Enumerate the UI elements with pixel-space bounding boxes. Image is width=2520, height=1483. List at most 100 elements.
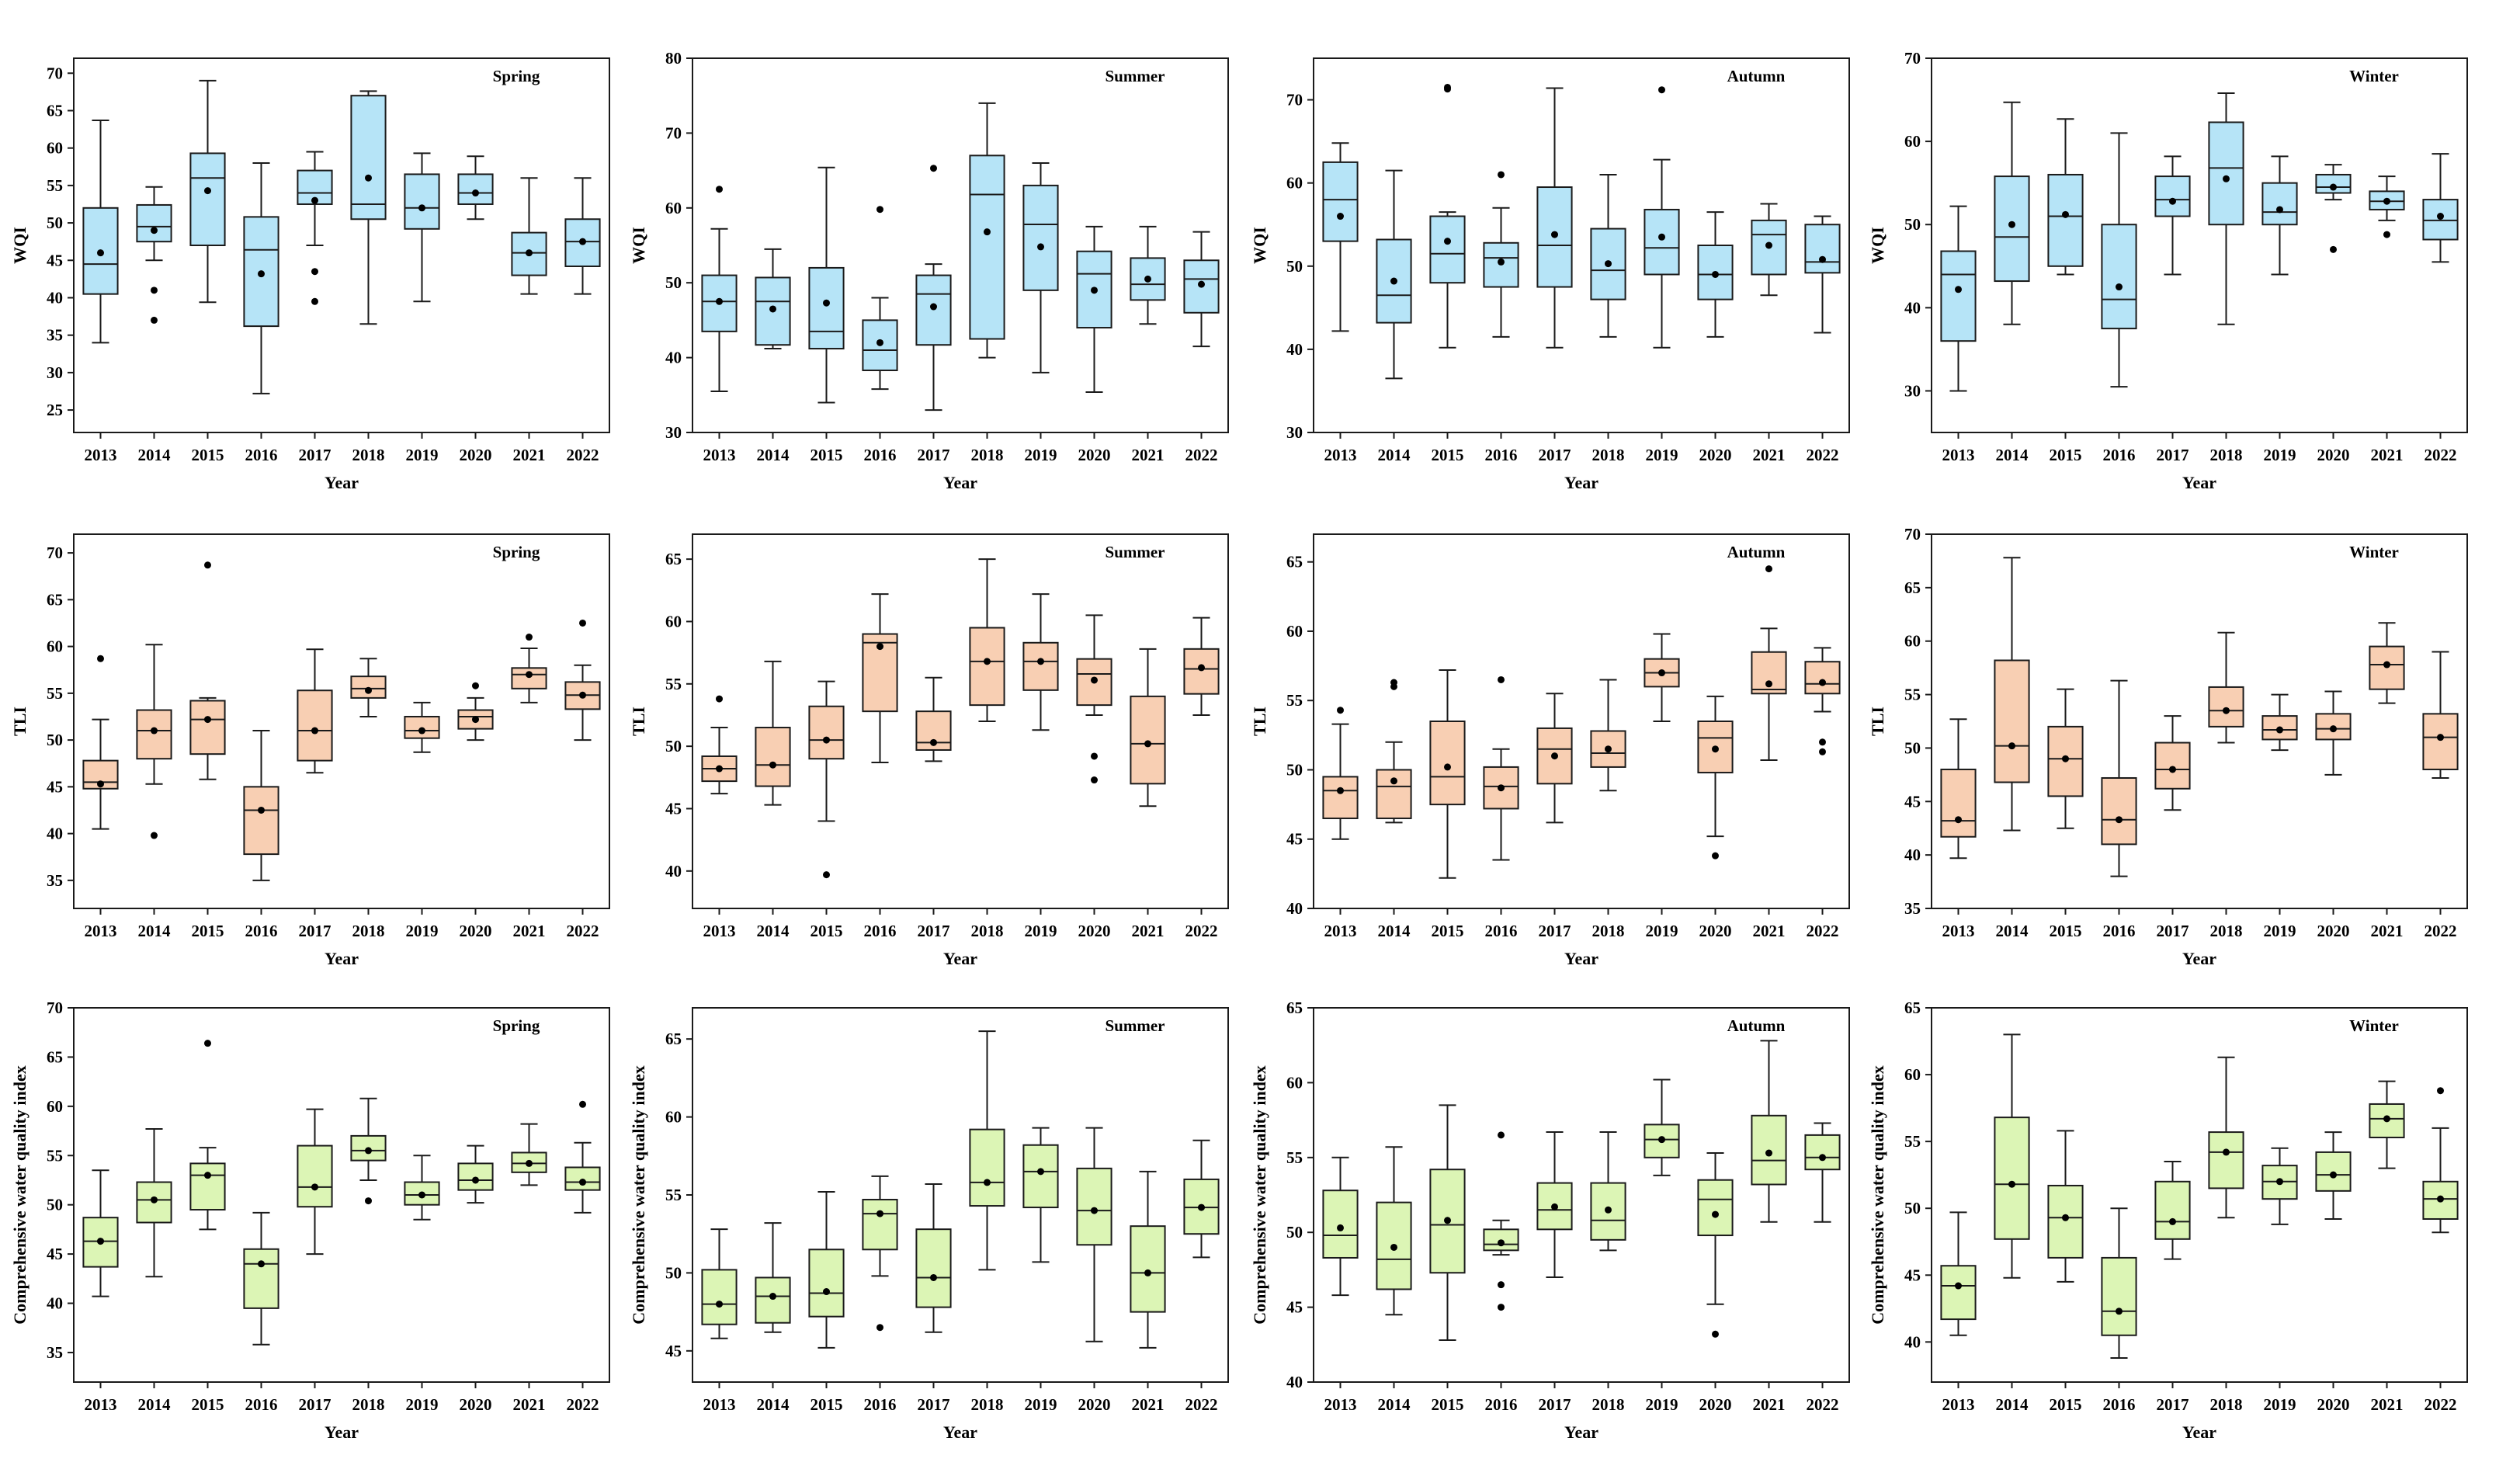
box-2013: 2013 bbox=[1940, 1211, 1977, 1414]
mean-marker bbox=[365, 174, 372, 182]
box-2021: 2021 bbox=[1751, 203, 1787, 464]
box-2016: 2016 bbox=[1483, 171, 1519, 464]
outlier-point bbox=[2383, 231, 2390, 238]
mean-marker bbox=[2276, 1178, 2283, 1186]
box-2014: 2014 bbox=[755, 248, 791, 464]
x-tick-label: 2016 bbox=[245, 446, 278, 464]
x-tick-label: 2015 bbox=[810, 1395, 843, 1414]
box-2015: 2015 bbox=[2047, 1130, 2084, 1414]
box-2013: 2013 bbox=[82, 120, 119, 464]
box-2018: 2018 bbox=[350, 90, 387, 464]
mean-marker bbox=[579, 238, 586, 245]
box-2016: 2016 bbox=[1483, 1131, 1519, 1414]
box-2020: 2020 bbox=[1076, 225, 1112, 464]
y-tick-label: 40 bbox=[47, 288, 63, 307]
mean-marker bbox=[2437, 1195, 2444, 1203]
iqr-box bbox=[2315, 1151, 2352, 1192]
x-tick-label: 2018 bbox=[2210, 922, 2243, 940]
iqr-box bbox=[1022, 1144, 1059, 1209]
mean-marker bbox=[1955, 1282, 1962, 1290]
outlier-point bbox=[579, 619, 586, 627]
x-tick-label: 2020 bbox=[1078, 446, 1111, 464]
x-tick-label: 2021 bbox=[513, 922, 546, 940]
y-axis-title: Comprehensive water quality index bbox=[629, 1065, 648, 1324]
x-tick-label: 2021 bbox=[513, 446, 546, 464]
y-tick-label: 60 bbox=[1904, 1065, 1921, 1084]
box-2017: 2017 bbox=[1536, 1131, 1573, 1414]
box-2017: 2017 bbox=[915, 165, 952, 464]
panel-title: Summer bbox=[1106, 543, 1165, 561]
box-2018: 2018 bbox=[350, 1097, 387, 1414]
x-tick-label: 2014 bbox=[1996, 922, 2029, 940]
mean-marker bbox=[2223, 175, 2230, 182]
y-tick-label: 40 bbox=[1904, 1332, 1921, 1351]
x-tick-label: 2021 bbox=[2371, 1395, 2404, 1414]
box-2021: 2021 bbox=[1130, 225, 1166, 464]
mean-marker bbox=[823, 1288, 830, 1296]
mean-marker bbox=[2437, 213, 2444, 221]
y-tick-label: 55 bbox=[47, 176, 63, 195]
mean-marker bbox=[258, 806, 265, 814]
mean-marker bbox=[311, 727, 318, 735]
x-tick-label: 2018 bbox=[971, 1395, 1004, 1414]
x-tick-label: 2014 bbox=[1996, 1395, 2029, 1414]
iqr-box bbox=[189, 152, 226, 246]
panel-autumn-wqi: 30 40 50 60 70 WQI Year Autumn 2013 2014 2015 2016 2… bbox=[1250, 57, 1850, 492]
y-axis-title: TLI bbox=[1868, 707, 1887, 736]
x-tick-label: 2019 bbox=[1646, 1395, 1678, 1414]
iqr-box bbox=[969, 627, 1005, 707]
mean-marker bbox=[418, 1191, 425, 1199]
y-axis-title: TLI bbox=[629, 707, 648, 736]
box-2016: 2016 bbox=[243, 1211, 279, 1414]
x-tick-label: 2017 bbox=[918, 446, 950, 464]
mean-marker bbox=[204, 716, 211, 724]
y-tick-label: 40 bbox=[1286, 340, 1303, 359]
y-tick-label: 50 bbox=[47, 731, 63, 749]
mean-marker bbox=[311, 196, 318, 204]
y-tick-label: 40 bbox=[665, 862, 682, 880]
y-tick-label: 50 bbox=[1286, 257, 1303, 276]
x-tick-label: 2013 bbox=[1324, 922, 1357, 940]
y-tick-label: 70 bbox=[1286, 91, 1303, 109]
iqr-box bbox=[350, 95, 387, 221]
box-2022: 2022 bbox=[1183, 231, 1220, 464]
plot-frame bbox=[73, 533, 610, 909]
y-axis-title: TLI bbox=[10, 707, 30, 736]
mean-marker bbox=[1498, 258, 1505, 266]
box-2017: 2017 bbox=[2154, 715, 2191, 940]
iqr-box bbox=[2101, 1256, 2137, 1336]
x-tick-label: 2020 bbox=[1699, 446, 1732, 464]
box-2020: 2020 bbox=[1697, 211, 1734, 464]
plot-frame bbox=[1313, 533, 1850, 909]
x-tick-label: 2020 bbox=[2317, 922, 2350, 940]
box-2014: 2014 bbox=[1376, 679, 1412, 940]
x-axis-title: Year bbox=[2182, 1422, 2216, 1442]
mean-marker bbox=[1955, 816, 1962, 824]
x-tick-label: 2017 bbox=[2157, 1395, 2189, 1414]
outlier-point bbox=[1091, 752, 1098, 760]
mean-marker bbox=[2223, 1148, 2230, 1156]
iqr-box bbox=[243, 1248, 279, 1309]
mean-marker bbox=[1198, 1203, 1205, 1211]
box-2020: 2020 bbox=[1076, 1127, 1112, 1414]
y-tick-label: 45 bbox=[1286, 1298, 1303, 1317]
outlier-point bbox=[876, 1324, 883, 1332]
iqr-box bbox=[1022, 641, 1059, 691]
box-2019: 2019 bbox=[1644, 86, 1680, 464]
x-tick-label: 2017 bbox=[1539, 922, 1571, 940]
x-axis-title: Year bbox=[325, 949, 359, 968]
box-2017: 2017 bbox=[2154, 155, 2191, 464]
x-tick-label: 2019 bbox=[1025, 922, 1057, 940]
panel-title: Summer bbox=[1106, 1016, 1165, 1035]
iqr-box bbox=[564, 1166, 601, 1191]
x-tick-label: 2015 bbox=[2050, 1395, 2082, 1414]
box-2021: 2021 bbox=[2369, 175, 2405, 464]
mean-marker bbox=[2223, 707, 2230, 714]
mean-marker bbox=[769, 1293, 776, 1301]
y-tick-label: 50 bbox=[665, 737, 682, 755]
x-tick-label: 2014 bbox=[757, 446, 790, 464]
x-tick-label: 2015 bbox=[810, 446, 843, 464]
x-tick-label: 2019 bbox=[1025, 1395, 1057, 1414]
y-tick-label: 35 bbox=[47, 1343, 63, 1362]
x-tick-label: 2017 bbox=[299, 922, 331, 940]
